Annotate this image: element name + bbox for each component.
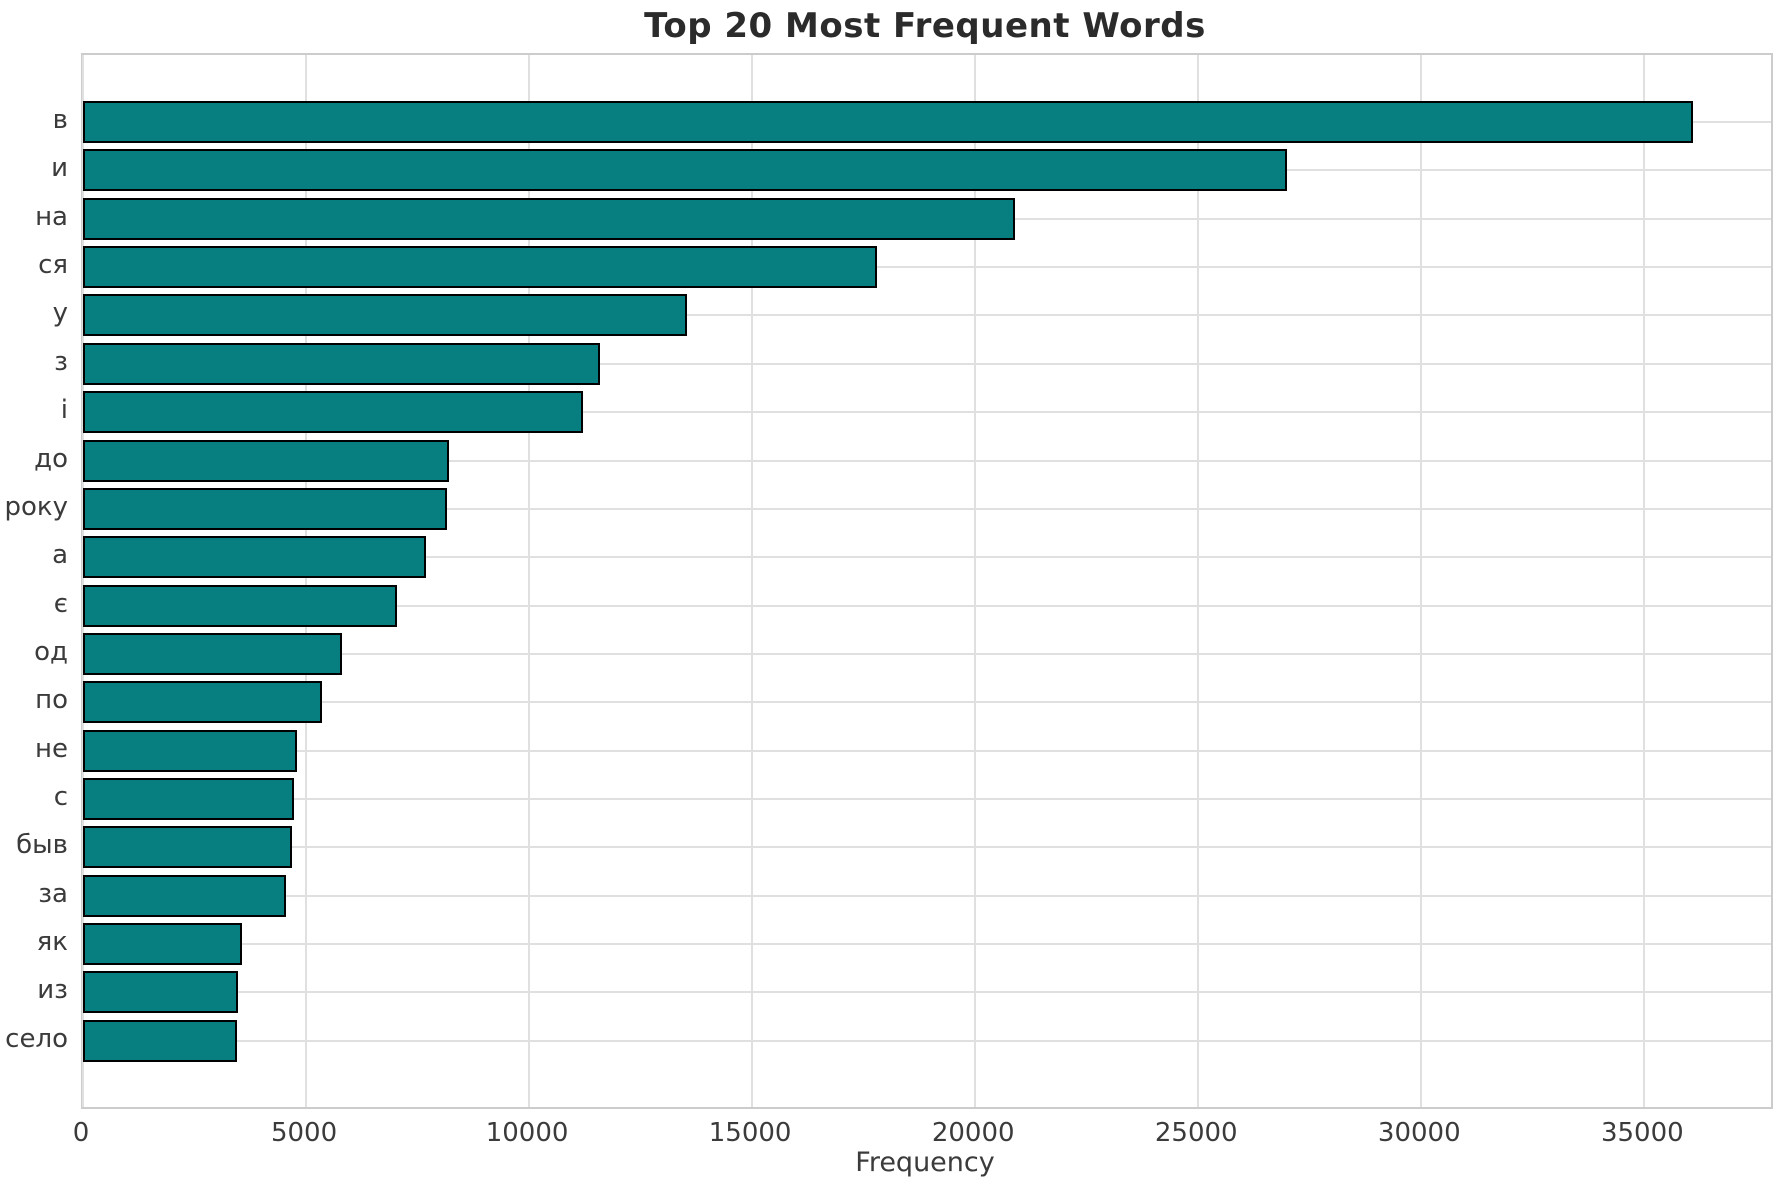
y-tick-label: село	[5, 1023, 68, 1054]
bar-од	[83, 632, 342, 675]
y-tick-label: быв	[16, 830, 68, 861]
bar-с	[83, 778, 294, 821]
gridline-horizontal	[83, 556, 1771, 559]
gridline-horizontal	[83, 991, 1771, 994]
gridline-horizontal	[83, 943, 1771, 946]
bar-з	[83, 342, 601, 385]
x-axis-label: Frequency	[855, 1147, 995, 1178]
bar-за	[83, 874, 286, 917]
x-tick-label: 15000	[708, 1118, 792, 1148]
gridline-horizontal	[83, 411, 1771, 414]
bar-року	[83, 487, 447, 530]
x-tick-label: 25000	[1154, 1118, 1238, 1148]
x-tick-label: 0	[72, 1118, 90, 1148]
bar-і	[83, 391, 583, 434]
bar-ся	[83, 246, 878, 289]
chart-title: Top 20 Most Frequent Words	[644, 6, 1206, 46]
y-tick-label: из	[37, 975, 68, 1006]
gridline-vertical	[82, 55, 84, 1107]
gridline-horizontal	[83, 459, 1771, 462]
gridline-vertical	[1197, 55, 1200, 1107]
y-tick-label: у	[52, 298, 68, 329]
y-tick-label: не	[35, 733, 68, 764]
gridline-horizontal	[83, 894, 1771, 897]
y-tick-label: і	[60, 395, 68, 426]
bar-як	[83, 923, 242, 966]
bar-у	[83, 294, 688, 337]
y-tick-label: ся	[38, 250, 68, 281]
x-tick-label: 5000	[270, 1118, 338, 1148]
gridline-horizontal	[83, 701, 1771, 704]
bar-быв	[83, 826, 293, 869]
y-tick-label: до	[34, 443, 68, 474]
y-tick-label: як	[36, 927, 68, 958]
y-tick-label: за	[38, 878, 68, 909]
y-tick-label: є	[53, 588, 68, 619]
y-tick-label: з	[54, 346, 68, 377]
gridline-vertical	[1643, 55, 1646, 1107]
bar-в	[83, 101, 1694, 143]
gridline-horizontal	[83, 362, 1771, 365]
bar-из	[83, 971, 239, 1014]
x-tick-label: 30000	[1377, 1118, 1461, 1148]
gridline-horizontal	[83, 749, 1771, 752]
bar-и	[83, 149, 1288, 192]
y-tick-label: на	[35, 201, 68, 232]
bar-по	[83, 681, 322, 724]
gridline-horizontal	[83, 798, 1771, 801]
plot-area	[81, 53, 1773, 1109]
x-tick-label: 20000	[931, 1118, 1015, 1148]
y-tick-label: по	[35, 685, 68, 716]
y-tick-label: а	[52, 540, 68, 571]
gridline-vertical	[528, 55, 531, 1107]
gridline-horizontal	[83, 604, 1771, 607]
y-tick-label: року	[4, 491, 68, 522]
y-tick-label: в	[52, 105, 68, 135]
x-tick-label: 35000	[1600, 1118, 1684, 1148]
gridline-horizontal	[83, 652, 1771, 655]
bar-на	[83, 197, 1016, 240]
gridline-vertical	[1420, 55, 1423, 1107]
gridline-vertical	[751, 55, 754, 1107]
gridline-vertical	[974, 55, 977, 1107]
y-tick-label: од	[34, 636, 68, 667]
gridline-vertical	[305, 55, 308, 1107]
y-tick-label: с	[53, 782, 68, 813]
y-tick-label: и	[51, 153, 68, 184]
bar-до	[83, 439, 449, 482]
bar-село	[83, 1019, 237, 1062]
x-tick-label: 10000	[485, 1118, 569, 1148]
gridline-horizontal	[83, 266, 1771, 269]
gridline-horizontal	[83, 507, 1771, 510]
bar-є	[83, 584, 398, 627]
bar-не	[83, 729, 298, 772]
gridline-horizontal	[83, 1039, 1771, 1042]
gridline-horizontal	[83, 846, 1771, 849]
bar-а	[83, 536, 427, 579]
gridline-horizontal	[83, 314, 1771, 317]
